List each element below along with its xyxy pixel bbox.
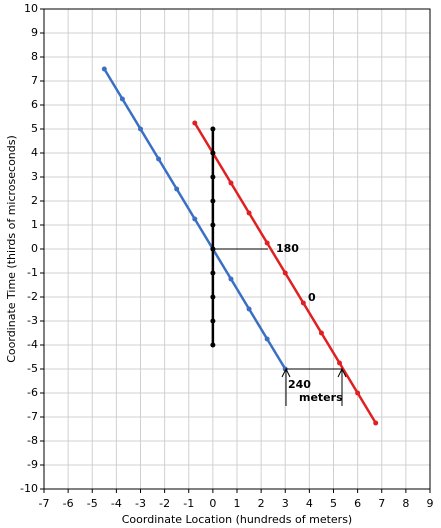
x-tick-label: -1 (183, 497, 194, 510)
data-point (192, 216, 198, 222)
y-tick-label: -6 (27, 386, 38, 399)
data-point (138, 126, 143, 132)
y-tick-label: -3 (27, 314, 38, 327)
data-point (210, 270, 216, 276)
distance-bracket (281, 367, 347, 406)
x-tick-label: 3 (282, 497, 289, 510)
x-tick-label: 4 (306, 497, 313, 510)
data-point (246, 306, 252, 312)
data-point (228, 276, 234, 282)
y-tick-label: -7 (27, 410, 38, 423)
x-tick-label: 7 (378, 497, 385, 510)
data-point (337, 360, 343, 366)
x-tick-label: -3 (135, 497, 146, 510)
y-tick-label: -1 (27, 266, 38, 279)
x-tick-label: -7 (39, 497, 50, 510)
data-point (210, 318, 216, 324)
y-tick-label: 4 (31, 146, 38, 159)
data-point (264, 336, 270, 342)
y-tick-label: -10 (20, 482, 38, 495)
y-tick-label: -9 (27, 458, 38, 471)
x-tick-label: 5 (330, 497, 337, 510)
data-point (210, 222, 216, 228)
x-tick-label: -6 (63, 497, 74, 510)
y-axis-title: Coordinate Time (thirds of microseconds) (5, 135, 18, 363)
x-tick-label: 8 (402, 497, 409, 510)
data-point (210, 126, 216, 132)
data-point (246, 210, 252, 216)
y-tick-label: -8 (27, 434, 38, 447)
x-tick-label: 6 (354, 497, 361, 510)
data-point (210, 246, 216, 252)
data-point (300, 300, 306, 306)
data-point (282, 270, 288, 276)
data-point (228, 180, 234, 186)
data-point (264, 240, 270, 246)
plot-frame (43, 8, 431, 490)
data-point (210, 294, 216, 300)
y-tick-label: 2 (31, 194, 38, 207)
y-tick-label: -2 (27, 290, 38, 303)
x-axis-title: Coordinate Location (hundreds of meters) (122, 513, 352, 526)
data-point (174, 186, 180, 192)
y-tick-label: 0 (31, 242, 38, 255)
data-point (119, 96, 125, 102)
data-point (101, 66, 107, 72)
y-tick-label: -5 (27, 362, 38, 375)
annotation: 240 (288, 378, 311, 391)
y-tick-label: 7 (31, 74, 38, 87)
y-tick-label: -4 (27, 338, 38, 351)
data-point (210, 198, 216, 204)
x-tick-label: -4 (111, 497, 122, 510)
data-point (210, 174, 216, 180)
data-point (156, 156, 162, 162)
y-tick-label: 8 (31, 50, 38, 63)
x-tick-label: -5 (87, 497, 98, 510)
y-tick-label: 1 (31, 218, 38, 231)
x-tick-label: 0 (209, 497, 216, 510)
y-tick-label: 5 (31, 122, 38, 135)
y-tick-label: 6 (31, 98, 38, 111)
data-point (318, 330, 324, 336)
annotation: 180 (276, 242, 299, 255)
x-tick-label: 9 (427, 497, 434, 510)
annotation: 0 (308, 291, 316, 304)
data-point (192, 120, 198, 126)
data-point (373, 420, 379, 426)
y-tick-label: 10 (24, 2, 38, 15)
annotation: meters (299, 391, 343, 404)
data-point (355, 390, 361, 396)
y-tick-label: 9 (31, 26, 38, 39)
data-point (210, 150, 216, 156)
x-tick-label: -2 (159, 497, 170, 510)
y-tick-label: 3 (31, 170, 38, 183)
x-tick-label: 2 (258, 497, 265, 510)
x-tick-label: 1 (234, 497, 241, 510)
data-point (210, 342, 216, 348)
